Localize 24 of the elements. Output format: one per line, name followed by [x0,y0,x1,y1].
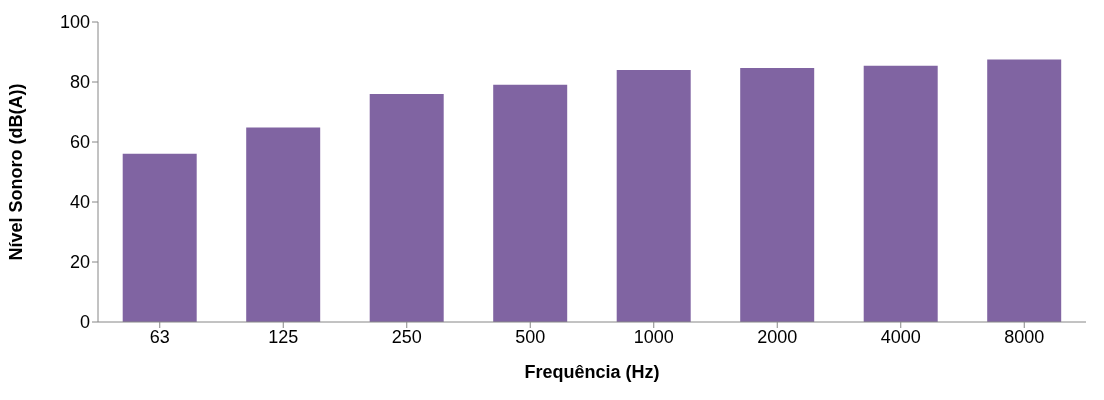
x-tick-label: 250 [391,326,422,347]
x-tick-label: 1000 [633,326,674,347]
x-tick-label: 125 [268,326,299,347]
x-tick-label: 63 [149,326,170,347]
bar [122,153,197,322]
y-tick-label: 100 [59,12,90,33]
x-tick-label: 2000 [757,326,798,347]
y-tick-label: 20 [69,252,90,273]
bar [369,94,444,322]
x-tick-label: 500 [515,326,546,347]
bar [740,67,815,322]
y-tick-label: 40 [69,192,90,213]
bar [246,127,321,322]
bar [863,65,938,322]
x-axis-title: Frequência (Hz) [524,362,660,382]
y-axis-title: Nível Sonoro (dB(A)) [6,83,27,261]
y-tick-label: 60 [69,132,90,153]
bar [987,59,1062,322]
bar [616,70,691,322]
y-tick-label: 0 [79,312,90,333]
bar [493,84,568,322]
y-tick-label: 80 [69,72,90,93]
x-tick-label: 8000 [1004,326,1045,347]
x-tick-label: 4000 [880,326,921,347]
